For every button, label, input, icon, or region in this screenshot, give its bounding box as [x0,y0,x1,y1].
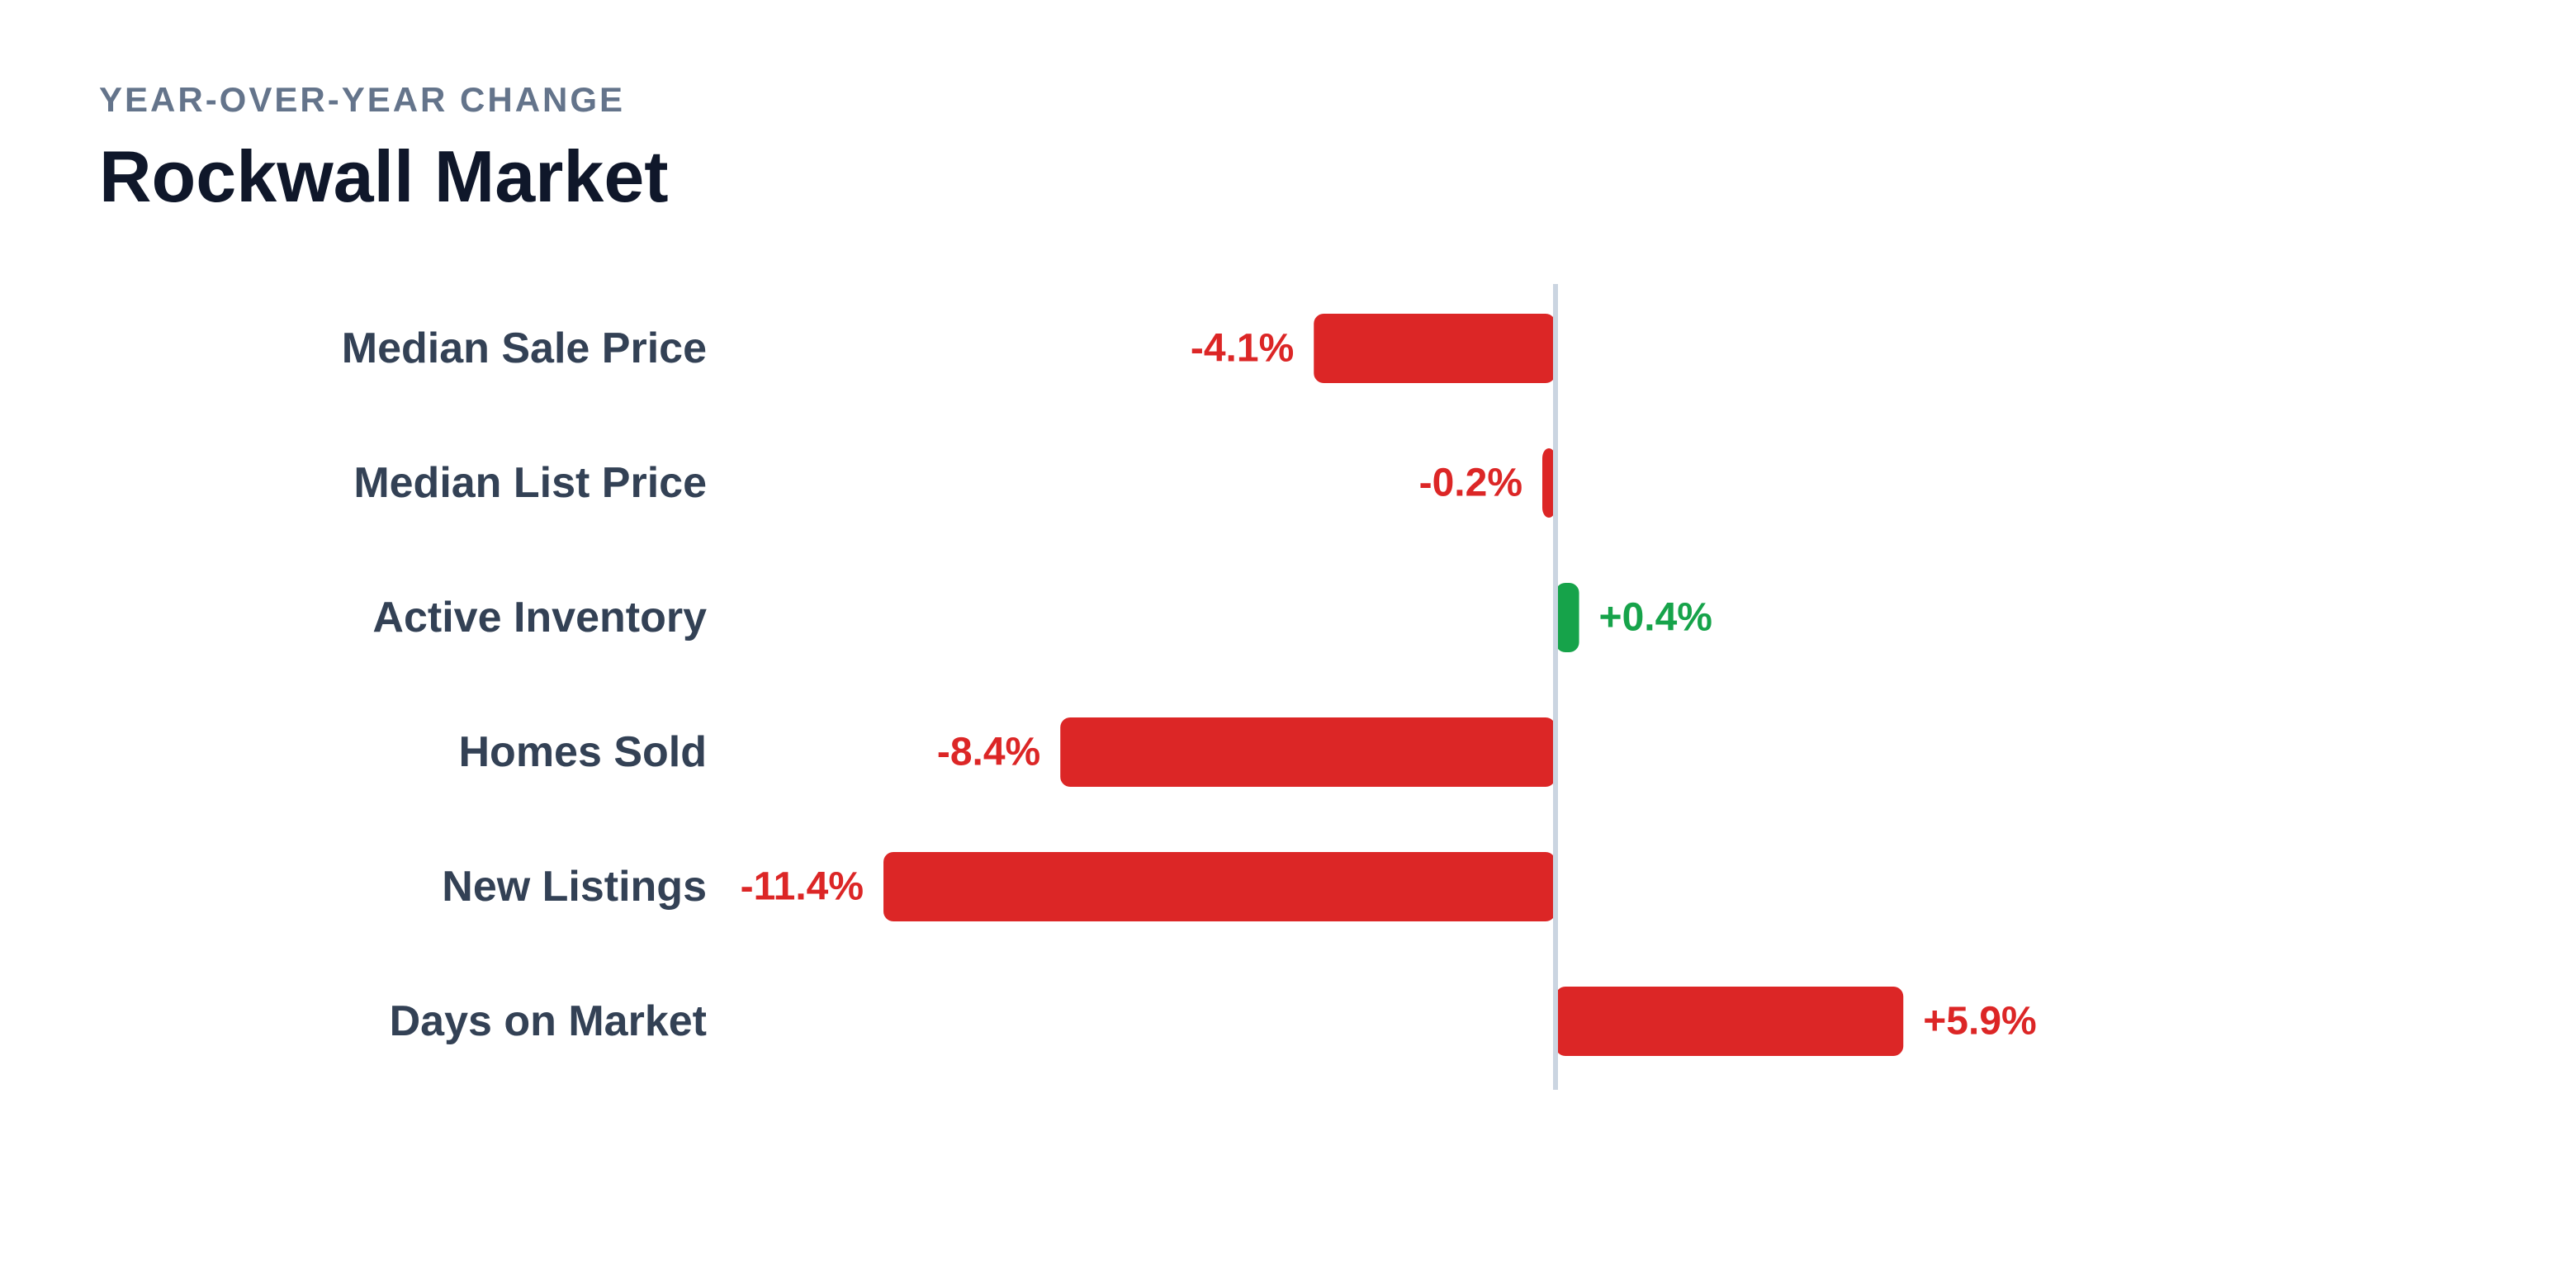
bars-layer [883,314,1904,1056]
category-label-homes-sold: Homes Sold [459,728,708,776]
category-label-days-on-market: Days on Market [390,997,707,1045]
value-label-days-on-market: +5.9% [1923,1000,2036,1044]
value-label-median-list-price: -0.2% [1419,462,1522,505]
bar-median-sale-price [1314,314,1556,383]
bar-new-listings [883,852,1556,921]
bar-median-list-price [1542,448,1556,518]
chart-subtitle: YEAR-OVER-YEAR CHANGE [99,80,626,119]
category-label-new-listings: New Listings [442,863,707,911]
category-label-median-list-price: Median List Price [353,459,707,507]
value-label-new-listings: -11.4% [741,865,864,909]
labels-layer: Median Sale Price -4.1% Median List Price -… [342,324,2037,1045]
category-label-active-inventory: Active Inventory [372,594,707,642]
chart-title: Rockwall Market [99,135,669,217]
value-label-homes-sold: -8.4% [937,731,1040,774]
chart-header: YEAR-OVER-YEAR CHANGE Rockwall Market [99,83,669,213]
bar-days-on-market [1556,987,1904,1056]
category-label-median-sale-price: Median Sale Price [342,324,707,372]
bar-active-inventory [1556,583,1579,652]
value-label-active-inventory: +0.4% [1599,596,1712,640]
value-label-median-sale-price: -4.1% [1191,327,1294,371]
bar-homes-sold [1060,717,1556,787]
